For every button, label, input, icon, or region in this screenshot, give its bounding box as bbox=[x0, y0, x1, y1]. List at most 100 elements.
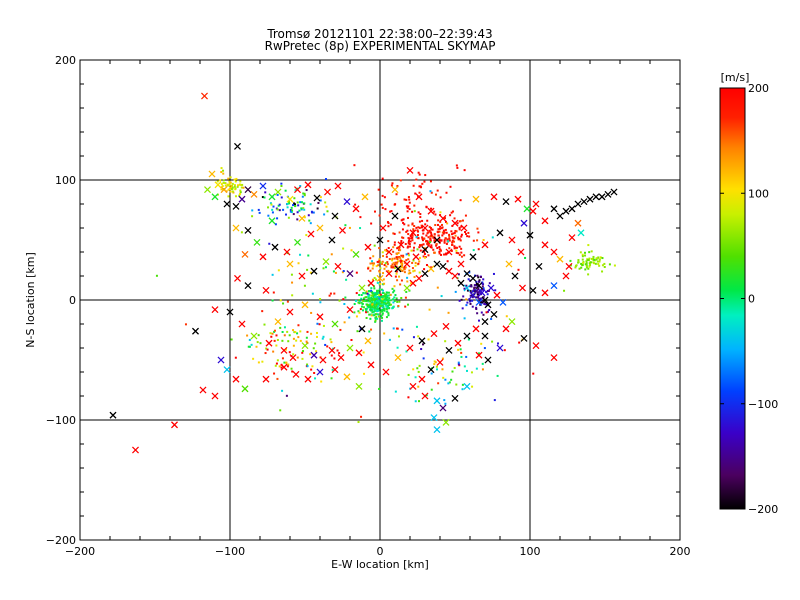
x-axis-label: E-W location [km] bbox=[331, 558, 429, 571]
data-point-dot bbox=[451, 370, 454, 373]
data-point-dot bbox=[377, 261, 380, 264]
data-point-dot bbox=[445, 191, 448, 194]
data-point-dot bbox=[228, 182, 231, 185]
data-point-dot bbox=[282, 208, 285, 211]
data-point-dot bbox=[421, 219, 424, 222]
data-point-dot bbox=[295, 339, 298, 342]
data-point-dot bbox=[292, 344, 295, 347]
data-point-cross bbox=[418, 337, 426, 345]
data-point-dot bbox=[434, 193, 437, 196]
data-point-dot bbox=[454, 246, 457, 249]
data-point-dot bbox=[596, 260, 599, 263]
data-point-cross bbox=[520, 335, 528, 342]
data-point-dot bbox=[386, 261, 389, 264]
data-point-dot bbox=[412, 228, 415, 231]
data-point-cross bbox=[463, 270, 471, 277]
data-point-dot bbox=[384, 293, 387, 296]
x-tick-labels: −200 −100 0 100 200 bbox=[65, 545, 691, 558]
data-point-dot bbox=[395, 262, 398, 265]
data-point-cross bbox=[376, 236, 384, 244]
data-point-dot bbox=[379, 267, 382, 270]
data-point-dot bbox=[246, 334, 249, 337]
data-point-dot bbox=[257, 208, 260, 211]
data-point-dot bbox=[457, 236, 460, 239]
data-point-dot bbox=[359, 308, 362, 311]
data-point-dot bbox=[371, 303, 374, 306]
data-point-dot bbox=[387, 301, 390, 304]
data-point-dot bbox=[276, 193, 279, 196]
data-point-dot bbox=[272, 205, 275, 208]
data-point-dot bbox=[580, 266, 583, 269]
data-point-dot bbox=[479, 289, 482, 292]
data-point-dot bbox=[407, 239, 410, 242]
data-point-dot bbox=[350, 249, 353, 252]
data-point-dot bbox=[450, 378, 453, 381]
data-point-dot bbox=[374, 320, 377, 323]
data-point-cross bbox=[577, 229, 585, 237]
data-point-dot bbox=[365, 296, 368, 299]
data-point-dot bbox=[377, 264, 380, 267]
data-point-dot bbox=[344, 296, 347, 299]
data-point-dot bbox=[438, 246, 441, 249]
data-point-dot bbox=[281, 389, 284, 392]
data-point-dot bbox=[459, 348, 462, 351]
data-point-dot bbox=[582, 262, 585, 265]
data-point-cross bbox=[472, 195, 480, 203]
data-point-cross bbox=[430, 414, 438, 421]
data-point-dot bbox=[305, 189, 308, 192]
data-point-dot bbox=[430, 244, 433, 247]
data-point-dot bbox=[374, 313, 377, 316]
data-point-dot bbox=[378, 247, 381, 250]
data-point-dot bbox=[241, 183, 244, 186]
data-point-dot bbox=[481, 282, 484, 285]
data-point-dot bbox=[301, 195, 304, 198]
data-point-dot bbox=[411, 261, 414, 264]
data-point-dot bbox=[587, 267, 590, 270]
data-point-dot bbox=[458, 253, 461, 256]
data-point-dot bbox=[372, 314, 375, 317]
data-point-dot bbox=[419, 249, 422, 252]
data-point-dot bbox=[308, 219, 311, 222]
data-point-dot bbox=[442, 229, 445, 232]
data-point-dot bbox=[379, 305, 382, 308]
data-point-dot bbox=[433, 210, 436, 213]
data-point-dot bbox=[420, 226, 423, 229]
data-point-dot bbox=[360, 305, 363, 308]
data-point-cross bbox=[574, 219, 582, 227]
data-point-dot bbox=[496, 374, 499, 377]
data-point-dot bbox=[483, 347, 486, 350]
data-point-dot bbox=[411, 267, 414, 270]
data-point-dot bbox=[380, 302, 383, 305]
data-point-dot bbox=[430, 228, 433, 231]
data-point-cross bbox=[463, 284, 471, 292]
data-point-dot bbox=[391, 257, 394, 260]
data-point-dot bbox=[279, 326, 282, 329]
data-point-dot bbox=[473, 284, 476, 287]
data-point-dot bbox=[407, 237, 410, 240]
data-point-cross bbox=[220, 186, 228, 193]
data-point-cross bbox=[331, 366, 339, 373]
data-point-dot bbox=[488, 282, 491, 285]
data-point-dot bbox=[394, 261, 397, 264]
data-point-dot bbox=[447, 311, 450, 314]
data-point-dot bbox=[469, 285, 472, 288]
colorbar-tick-label: 200 bbox=[748, 82, 769, 95]
data-point-dot bbox=[438, 230, 441, 233]
data-point-dot bbox=[370, 222, 373, 225]
data-point-dot bbox=[418, 400, 421, 403]
data-point-cross bbox=[541, 241, 549, 249]
data-point-cross bbox=[253, 239, 261, 246]
data-point-cross bbox=[316, 368, 324, 376]
data-point-dot bbox=[282, 302, 285, 305]
data-point-cross bbox=[406, 344, 414, 352]
data-point-cross bbox=[451, 219, 459, 227]
data-point-dot bbox=[399, 179, 402, 182]
data-point-dot bbox=[252, 357, 255, 360]
data-point-dot bbox=[222, 172, 225, 175]
data-point-dot bbox=[603, 265, 606, 268]
data-point-cross bbox=[379, 224, 387, 232]
data-point-dot bbox=[457, 273, 460, 276]
data-point-dot bbox=[581, 253, 584, 256]
data-point-dot bbox=[372, 292, 375, 295]
data-point-dot bbox=[388, 270, 391, 273]
